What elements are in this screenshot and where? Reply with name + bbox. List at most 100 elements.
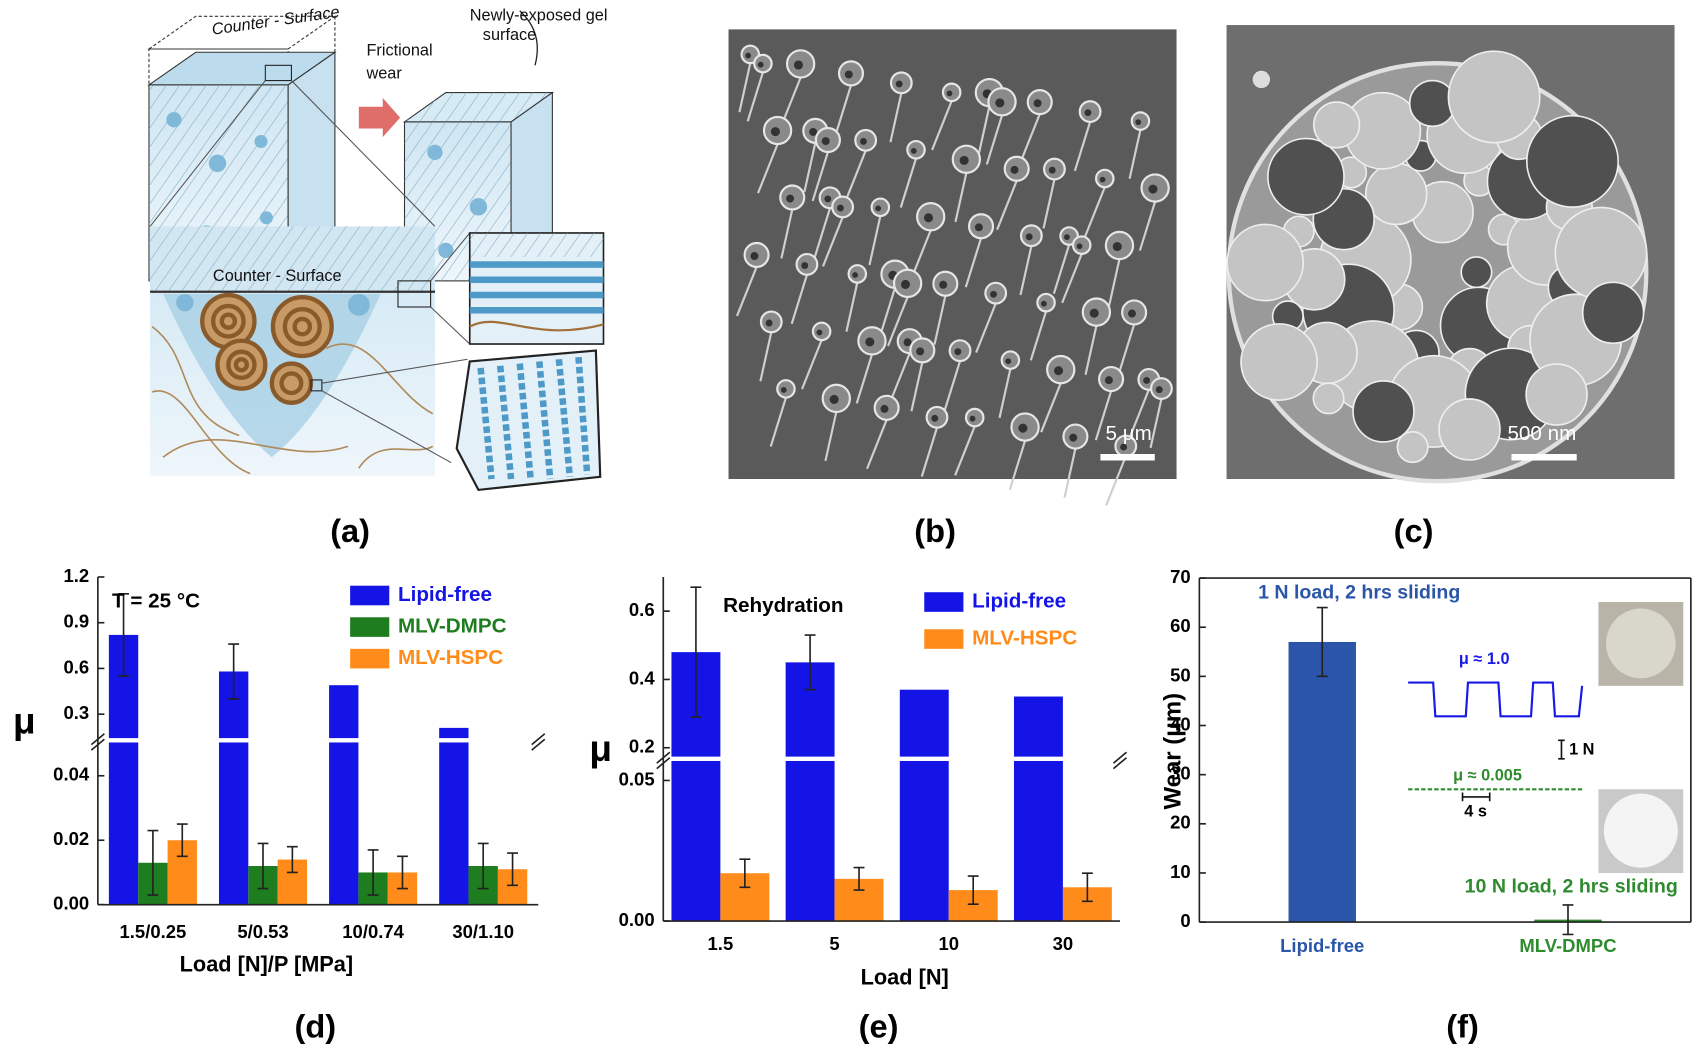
streak [1029,311,1048,361]
y-axis-label: Wear (μm) [1160,693,1187,810]
vesicle-core [875,205,882,212]
inner-vesicle [1312,382,1345,415]
streak [834,85,853,135]
inner-vesicle [1438,398,1501,461]
streak [878,287,897,338]
vesicle [254,134,268,149]
arrow [358,97,401,138]
streak [756,143,779,194]
y-tick-label: 0.2 [629,736,655,757]
streak [746,71,764,122]
vesicle-core [946,90,953,97]
vesicle-core [750,252,759,261]
inner-vesicle [1240,323,1318,401]
streak [769,397,787,447]
scale-bar-label: 5 µm [1106,422,1152,445]
inner-vesicle [1447,50,1541,144]
vesicle-core [1033,99,1042,108]
annotation: T = 25 °C [112,589,200,612]
streak [845,282,859,332]
streak [822,216,844,267]
streak [736,266,758,317]
axis-break [98,738,539,743]
break-mark [1112,751,1128,770]
streak [1128,129,1142,179]
vesicle-core [1005,358,1012,365]
vesicle [427,144,443,161]
vesicle-core [931,414,939,422]
legend-label: MLV-DMPC [398,615,507,638]
inset [469,232,604,257]
streak [1040,382,1062,433]
streak [824,411,838,462]
cube-hatch [404,92,553,122]
x-tick-label: 10 [938,933,959,954]
x-tick-label: 30/1.10 [452,921,514,942]
inner-vesicle [1581,281,1645,345]
vesicle-core [745,52,752,59]
vesicle-core [923,213,934,223]
streak [790,274,808,325]
error-bar [507,852,518,887]
streak [1084,325,1098,375]
vesicle-core [821,137,830,146]
time-scale [1461,792,1491,802]
vesicle [469,198,488,216]
inset-label: 1 N [1569,740,1594,758]
streak [1061,253,1083,304]
streak [964,237,983,288]
inner-vesicle [1526,114,1619,208]
vesicle-core [1018,423,1028,433]
streak [931,100,953,151]
y-tick-label: 0.6 [629,599,655,620]
streak [1105,455,1127,506]
vesicle-core [1120,443,1128,451]
annotation: 1 N load, 2 hrs sliding [1258,581,1460,603]
y-tick-label: 30 [1170,763,1191,784]
y-tick-label: 0.6 [63,656,89,677]
vesicle-core [1155,386,1163,394]
diagram: Counter - Surface Frictional wear Newly-… [147,3,607,492]
polymer [469,320,604,332]
vesicle-core [1112,242,1122,252]
legend-swatch [924,629,964,649]
mlv [200,292,334,405]
inset-label: μ ≈ 0.005 [1453,767,1522,785]
inner-vesicle [1267,137,1345,216]
x-tick-label: 1.5/0.25 [120,921,187,942]
bar [785,662,835,922]
photo [1603,793,1678,868]
panel-label: (a) [330,512,370,549]
y-tick-label: 1.2 [63,565,89,586]
panel-label: (f) [1446,1007,1479,1044]
vesicle-core [954,348,962,356]
bar [218,671,249,905]
x-axis-label: Load [N]/P [MPa] [180,951,354,976]
legend-swatch [350,617,390,637]
vesicle-core [786,194,795,203]
streak [855,354,874,404]
panel-label: (b) [914,512,956,549]
vesicle-core [880,404,889,413]
inset-traces [1408,602,1684,874]
vesicle [347,293,370,316]
error-bar [286,845,298,874]
vesicle-core [801,262,809,269]
vesicle-core [816,329,823,336]
streak [1052,244,1071,295]
streak [920,427,939,477]
y-tick-label: 0.02 [53,828,89,849]
streak [954,425,976,476]
zoom-line [430,306,471,345]
vesicle-core [780,387,787,393]
inner-vesicle [1396,431,1429,464]
vesicle-core [990,290,997,298]
vesicle [208,154,227,173]
streak [811,151,829,202]
inner-vesicle [1525,363,1588,426]
streak [759,332,773,382]
streak [1042,179,1056,229]
streak [1073,121,1092,172]
